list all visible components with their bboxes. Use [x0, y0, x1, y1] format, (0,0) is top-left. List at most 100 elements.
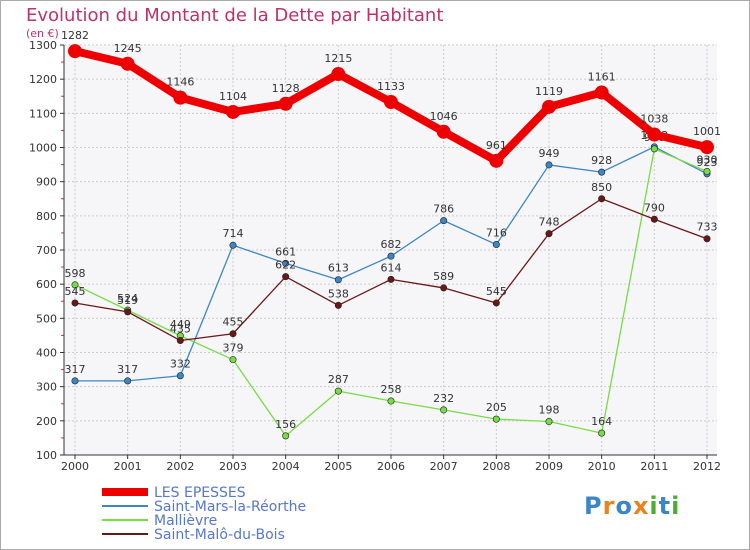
data-label: 1245 — [114, 42, 142, 55]
data-point — [387, 252, 395, 260]
data-point — [492, 415, 500, 423]
legend-label: Mallièvre — [154, 513, 217, 529]
x-tick-label: 2008 — [482, 460, 510, 473]
logo-letter: r — [602, 492, 616, 520]
data-point — [440, 217, 448, 225]
x-tick-label: 2000 — [61, 460, 89, 473]
data-point — [594, 85, 609, 100]
data-point — [598, 168, 606, 176]
y-tick-label: 800 — [36, 210, 57, 223]
data-point — [703, 235, 711, 243]
data-point — [542, 99, 556, 114]
logo-letter: i — [649, 492, 659, 520]
data-point — [229, 330, 237, 338]
data-point — [278, 96, 293, 111]
data-label: 748 — [539, 216, 560, 229]
data-point — [176, 337, 184, 345]
chart-unit: (en €) — [26, 27, 59, 40]
data-point — [71, 377, 79, 385]
data-label: 545 — [486, 285, 507, 298]
data-label: 923 — [697, 156, 718, 169]
data-label: 435 — [170, 323, 191, 336]
y-tick-label: 900 — [36, 176, 57, 189]
data-label: 1104 — [219, 90, 247, 103]
data-label: 332 — [170, 358, 191, 371]
data-point — [282, 259, 290, 267]
legend-label: LES EPESSES — [154, 485, 246, 501]
data-label: 1046 — [430, 110, 458, 123]
x-tick-label: 2007 — [430, 460, 458, 473]
y-tick-label: 400 — [36, 347, 57, 360]
data-point — [71, 281, 79, 289]
data-point — [334, 301, 342, 309]
logo-letter: i — [671, 492, 681, 520]
data-label: 379 — [223, 342, 244, 355]
data-point — [492, 241, 500, 249]
data-label: 205 — [486, 401, 507, 414]
data-point — [598, 429, 606, 437]
y-tick-label: 600 — [36, 278, 57, 291]
y-tick-label: 1100 — [29, 107, 57, 120]
data-point — [440, 284, 448, 292]
data-point — [545, 230, 553, 238]
data-label: 538 — [328, 287, 349, 300]
data-point — [440, 406, 448, 414]
data-label: 198 — [539, 404, 560, 417]
data-point — [120, 56, 135, 71]
data-point — [68, 44, 82, 59]
data-point — [650, 215, 658, 223]
data-point — [598, 195, 606, 203]
y-tick-label: 1200 — [29, 73, 57, 86]
y-tick-label: 1300 — [29, 39, 57, 52]
data-point — [647, 127, 662, 142]
data-label: 1282 — [61, 29, 89, 42]
data-label: 949 — [539, 147, 560, 160]
data-label: 1146 — [166, 76, 194, 89]
x-tick-label: 2011 — [640, 460, 668, 473]
data-label: 930 — [697, 153, 718, 166]
data-label: 519 — [117, 294, 138, 307]
data-point — [173, 90, 188, 105]
x-tick-label: 2010 — [588, 460, 616, 473]
logo-letter: t — [658, 492, 672, 520]
data-label: 287 — [328, 373, 349, 386]
data-label: 733 — [697, 221, 718, 234]
data-label: 598 — [65, 267, 86, 280]
data-point — [334, 387, 342, 395]
proxiti-logo: Proxiti — [584, 492, 680, 520]
data-label: 545 — [65, 285, 86, 298]
data-label: 524 — [117, 292, 138, 305]
data-point — [282, 273, 290, 281]
logo-letter: x — [632, 492, 650, 520]
data-point — [387, 275, 395, 283]
data-label: 1161 — [588, 70, 616, 83]
data-point — [229, 356, 237, 364]
data-label: 682 — [381, 238, 402, 251]
data-label: 614 — [381, 261, 402, 274]
data-label: 622 — [275, 259, 296, 272]
x-tick-label: 2006 — [377, 460, 405, 473]
data-label: 317 — [65, 363, 86, 376]
data-label: 317 — [117, 363, 138, 376]
data-label: 258 — [381, 383, 402, 396]
data-label: 1215 — [324, 52, 352, 65]
legend-label: Saint-Malô-du-Bois — [154, 527, 285, 543]
data-label: 661 — [275, 245, 296, 258]
data-point — [384, 95, 398, 110]
y-tick-label: 300 — [36, 381, 57, 394]
data-point — [703, 167, 711, 175]
y-tick-label: 1000 — [29, 142, 57, 155]
data-label: 1119 — [535, 85, 563, 98]
data-label: 716 — [486, 227, 507, 240]
data-label: 1133 — [377, 80, 405, 93]
data-label: 449 — [170, 318, 191, 331]
x-tick-label: 2009 — [535, 460, 563, 473]
y-tick-label: 700 — [36, 244, 57, 257]
data-label: 1038 — [640, 113, 668, 126]
data-point — [545, 161, 553, 169]
y-tick-label: 500 — [36, 312, 57, 325]
data-point — [226, 104, 240, 119]
data-label: 613 — [328, 262, 349, 275]
data-point — [334, 276, 342, 284]
